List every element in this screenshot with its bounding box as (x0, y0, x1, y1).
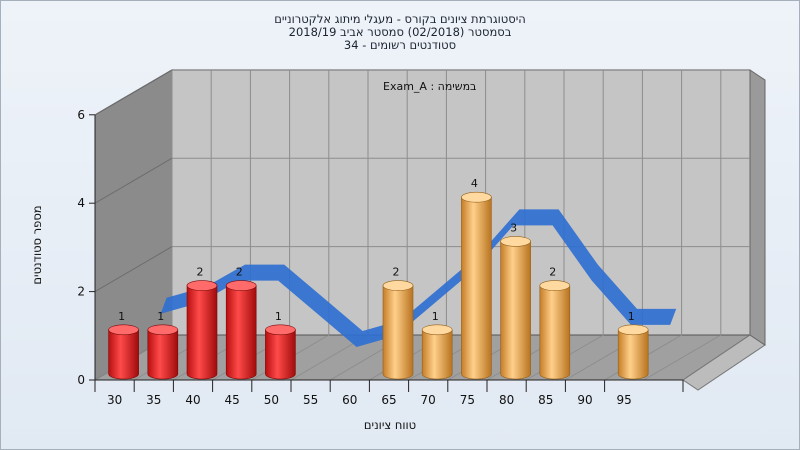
x-tick-label: 70 (421, 393, 436, 407)
bar-40: 2 (186, 266, 218, 380)
bar-body (421, 329, 453, 380)
grid-line-side (94, 69, 173, 116)
chart-title-line-2: בסמסטר (02/2018) סמסטר אביב 2018/19 (288, 25, 512, 39)
y-tick-label: 2 (77, 285, 85, 299)
bar-65: 2 (382, 266, 414, 380)
bar-cap (147, 324, 179, 336)
bar-value-label: 2 (393, 266, 400, 279)
bar-body (461, 196, 492, 380)
bar-cap (421, 324, 453, 336)
x-tick-label: 80 (499, 393, 514, 407)
y-tick-label: 0 (77, 373, 85, 387)
x-axis-label: טווח ציונים (363, 418, 417, 432)
bar-80: 3 (500, 221, 531, 380)
x-tick-label: 40 (185, 393, 200, 407)
x-tick-label: 75 (460, 393, 475, 407)
bar-75: 4 (461, 177, 492, 380)
bar-value-label: 4 (471, 177, 478, 190)
bar-body (382, 285, 414, 380)
bar-50: 1 (265, 310, 296, 380)
bar-45: 2 (225, 266, 257, 380)
bar-cap (265, 324, 296, 336)
bar-cap (108, 324, 139, 336)
bar-body (108, 329, 139, 380)
exam-annotation: במשימה : Exam_A (383, 80, 477, 93)
bar-body (147, 329, 179, 380)
bar-cap (617, 324, 649, 336)
y-tick-label: 6 (77, 108, 85, 122)
x-tick-label: 60 (342, 393, 357, 407)
bar-value-label: 1 (118, 310, 125, 323)
bar-70: 1 (421, 310, 453, 380)
bar-95: 1 (617, 310, 649, 380)
grid-line-side (94, 246, 173, 293)
bar-value-label: 2 (236, 266, 243, 279)
chart-title-line-3: סטודנטים רשומים - 34 (343, 38, 457, 52)
bar-cap (539, 280, 571, 291)
back-wall (171, 69, 751, 336)
bar-cap (461, 191, 492, 203)
bar-body (500, 241, 531, 380)
bar-body (539, 285, 571, 380)
x-tick-label: 30 (107, 393, 122, 407)
bar-85: 2 (539, 266, 571, 380)
bar-body (186, 285, 218, 380)
x-tick-label: 90 (577, 393, 592, 407)
chart-title-line-1: היסטוגרמת ציונים בקורס - מעגלי מיתוג אלק… (274, 12, 526, 26)
bar-body (225, 285, 257, 380)
bar-value-label: 1 (157, 310, 164, 323)
x-tick-label: 85 (538, 393, 553, 407)
bar-cap (225, 280, 257, 291)
bar-value-label: 1 (432, 310, 439, 323)
distribution-ribbon (160, 209, 677, 347)
bar-body (617, 329, 649, 380)
grid-line-side (94, 157, 173, 204)
x-tick-label: 55 (303, 393, 318, 407)
bar-cap (500, 236, 531, 247)
bar-value-label: 2 (549, 266, 556, 279)
x-tick-label: 50 (264, 393, 279, 407)
bar-value-label: 2 (197, 266, 204, 279)
y-tick-label: 4 (77, 196, 85, 210)
x-tick-label: 95 (617, 393, 632, 407)
bar-cap (382, 280, 414, 291)
bar-35: 1 (147, 310, 179, 380)
x-tick-label: 35 (146, 393, 161, 407)
bar-value-label: 1 (275, 310, 282, 323)
x-tick-label: 45 (225, 393, 240, 407)
bar-value-label: 1 (628, 310, 635, 323)
y-axis-label: מספר סטודנטים (30, 205, 44, 285)
x-tick-label: 65 (381, 393, 396, 407)
bar-30: 1 (108, 310, 139, 380)
bar-value-label: 3 (510, 221, 517, 234)
grid-line-floor (643, 334, 722, 381)
bar-cap (186, 280, 218, 291)
bar-body (265, 329, 296, 380)
back-wall-edge (749, 69, 766, 346)
